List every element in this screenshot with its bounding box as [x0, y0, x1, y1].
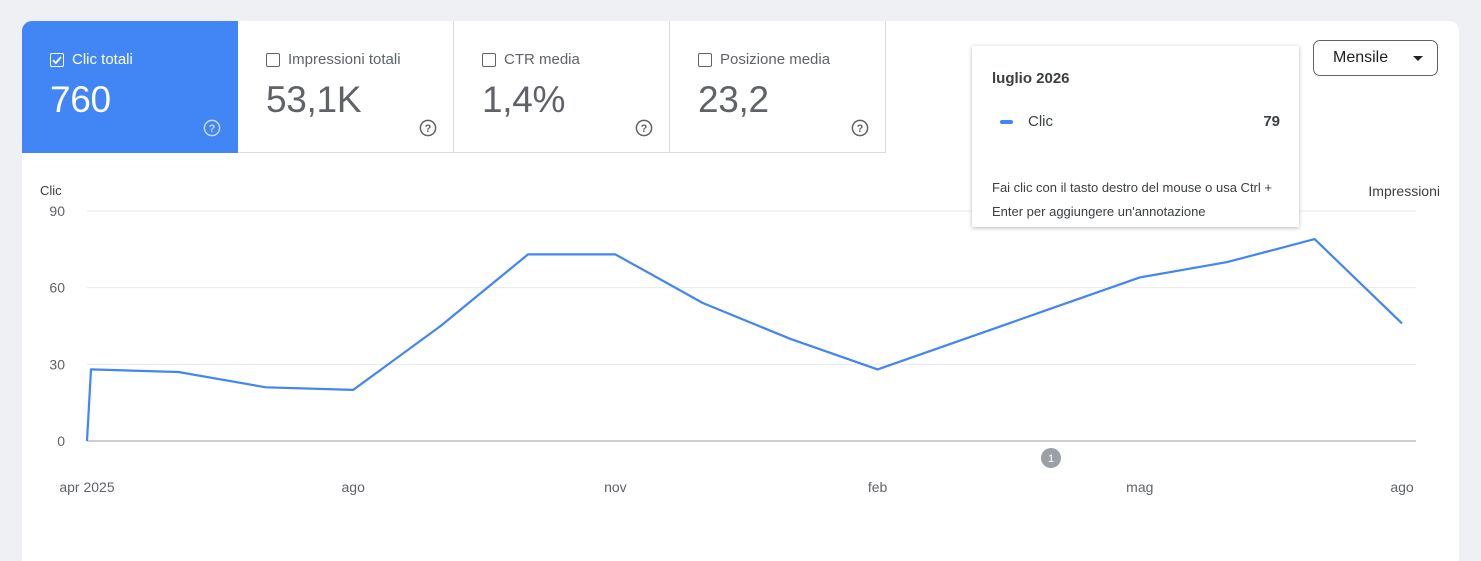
series-line-clic[interactable]	[85, 238, 1403, 442]
x-tick-label: ago	[1390, 479, 1414, 495]
data-point[interactable]	[261, 382, 271, 392]
help-icon[interactable]: ?	[203, 119, 221, 137]
metric-label: Posizione media	[720, 51, 831, 68]
data-point[interactable]	[1310, 234, 1320, 244]
metric-label: Clic totali	[72, 51, 133, 68]
data-point[interactable]	[523, 249, 533, 259]
metric-label: CTR media	[504, 51, 580, 68]
metric-value: 760	[50, 79, 111, 120]
data-point[interactable]	[1397, 318, 1407, 328]
metric-value: 53,1K	[266, 79, 362, 120]
help-icon[interactable]: ?	[635, 119, 653, 137]
data-point[interactable]	[873, 364, 883, 374]
tooltip-series-row: Clic 79	[992, 113, 1280, 130]
data-point[interactable]	[436, 321, 446, 331]
metric-value: 23,2	[698, 79, 769, 120]
y-axis-ticks: 0 30 60 90	[49, 203, 65, 449]
help-icon[interactable]: ?	[419, 119, 437, 137]
tooltip-title: luglio 2026	[992, 70, 1070, 87]
svg-text:?: ?	[641, 123, 648, 135]
checkbox-checked-icon[interactable]	[50, 52, 64, 67]
y-tick-label: 60	[49, 280, 65, 296]
y2-axis-label: Impressioni	[1368, 183, 1440, 199]
data-point[interactable]	[610, 249, 620, 259]
data-point[interactable]	[785, 334, 795, 344]
data-point[interactable]	[960, 334, 970, 344]
data-point[interactable]	[698, 298, 708, 308]
data-point[interactable]	[348, 385, 358, 395]
metric-average-ctr[interactable]: CTR media 1,4% ?	[454, 21, 670, 153]
x-tick-label: ago	[342, 479, 366, 495]
chart-grid	[87, 210, 1416, 442]
metric-total-impressions[interactable]: Impressioni totali 53,1K ?	[238, 21, 454, 153]
metric-value: 1,4%	[482, 79, 566, 120]
data-point[interactable]	[1047, 303, 1057, 313]
annotation-marker[interactable]: 1	[1041, 448, 1061, 468]
tooltip-hint: Fai clic con il tasto destro del mouse o…	[992, 180, 1272, 219]
svg-text:?: ?	[425, 123, 432, 135]
y-tick-label: 0	[57, 433, 65, 449]
x-tick-label: apr 2025	[59, 479, 114, 495]
data-point[interactable]	[173, 367, 183, 377]
help-icon[interactable]: ?	[851, 119, 869, 137]
series-color-swatch	[1000, 119, 1013, 124]
data-point[interactable]	[86, 364, 96, 374]
y-axis-label: Clic	[40, 183, 62, 198]
chart-tooltip: luglio 2026 Clic 79 Fai clic con il tast…	[972, 46, 1299, 227]
x-tick-label: feb	[868, 479, 888, 495]
y-tick-label: 30	[49, 356, 65, 372]
x-axis-ticks: apr 2025 ago nov feb mag ago	[59, 479, 1414, 495]
checkbox-icon[interactable]	[482, 52, 496, 67]
data-point[interactable]	[1222, 257, 1232, 267]
tooltip-series-name: Clic	[1028, 113, 1053, 130]
x-tick-label: nov	[604, 479, 627, 495]
svg-text:?: ?	[209, 123, 216, 135]
chart-series	[82, 234, 1407, 446]
dropdown-arrow-icon	[1413, 55, 1423, 61]
performance-card: Clic totali 760 ? Impressioni totali 53,…	[22, 21, 1459, 561]
period-select[interactable]: Mensile	[1313, 40, 1438, 76]
annotation-count: 1	[1048, 453, 1054, 465]
metric-label: Impressioni totali	[288, 51, 401, 68]
data-point[interactable]	[82, 436, 92, 446]
metric-total-clicks[interactable]: Clic totali 760 ?	[22, 21, 238, 153]
y-tick-label: 90	[49, 203, 65, 219]
svg-text:?: ?	[857, 123, 864, 135]
tooltip-series-value: 79	[1263, 113, 1280, 130]
data-point[interactable]	[1135, 272, 1145, 282]
period-select-value: Mensile	[1333, 49, 1389, 66]
metric-tabs: Clic totali 760 ? Impressioni totali 53,…	[22, 21, 886, 153]
x-tick-label: mag	[1126, 479, 1153, 495]
checkbox-icon[interactable]	[698, 52, 712, 67]
checkbox-icon[interactable]	[266, 52, 280, 67]
metric-average-position[interactable]: Posizione media 23,2 ?	[670, 21, 886, 153]
